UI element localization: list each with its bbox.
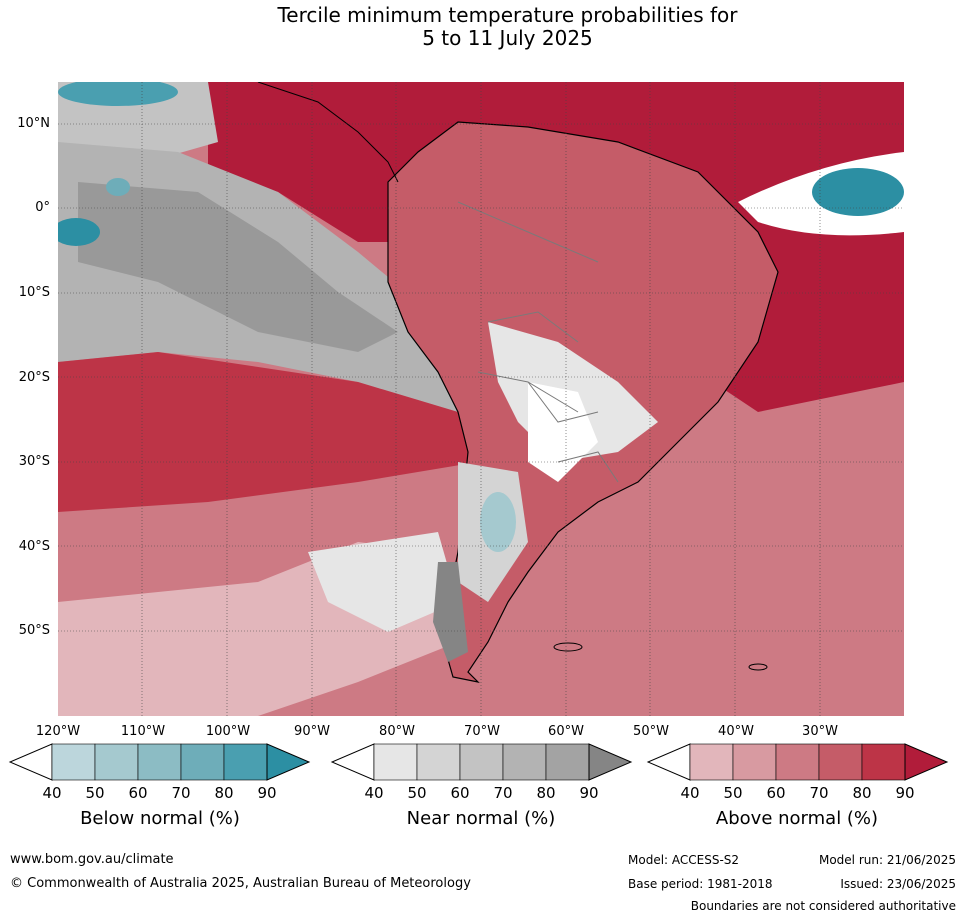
below-normal-patch-andes xyxy=(480,492,516,552)
colorbar-below-normal xyxy=(8,743,311,781)
lon-label-110w: 110°W xyxy=(120,724,166,739)
country-borders xyxy=(457,201,619,483)
tick: 60 xyxy=(766,784,786,802)
tick: 50 xyxy=(723,784,743,802)
colorbar-near-normal xyxy=(330,743,633,781)
website-link[interactable]: www.bom.gov.au/climate xyxy=(10,852,174,867)
lat-label-50s: 50°S xyxy=(18,623,50,638)
lon-label-80w: 80°W xyxy=(379,724,415,739)
below-normal-patch-atlantic xyxy=(812,168,904,216)
colorbars xyxy=(8,743,949,781)
tick: 50 xyxy=(85,784,105,802)
white-region-interior xyxy=(528,382,598,482)
lon-label-60w: 60°W xyxy=(548,724,584,739)
model-run: Model run: 21/06/2025 xyxy=(818,853,956,867)
tick: 60 xyxy=(450,784,470,802)
above-normal-region-south-pacific xyxy=(58,352,478,512)
copyright: © Commonwealth of Australia 2025, Austra… xyxy=(10,876,471,891)
probability-map xyxy=(58,82,904,716)
title-line-2: 5 to 11 July 2025 xyxy=(422,26,593,50)
lat-label-0: 0° xyxy=(35,200,50,215)
lat-label-40s: 40°S xyxy=(18,539,50,554)
colorbar-above-normal xyxy=(646,743,949,781)
tick: 90 xyxy=(895,784,915,802)
lat-label-20s: 20°S xyxy=(18,370,50,385)
tick: 90 xyxy=(579,784,599,802)
tick: 70 xyxy=(493,784,513,802)
disclaimer: Boundaries are not considered authoritat… xyxy=(690,899,956,913)
map-canvas xyxy=(58,82,904,716)
tick: 60 xyxy=(128,784,148,802)
tick: 70 xyxy=(171,784,191,802)
model-info: Model: ACCESS-S2 xyxy=(628,853,740,867)
south-georgia xyxy=(748,663,768,671)
tick: 50 xyxy=(407,784,427,802)
near-normal-core-pacific xyxy=(78,182,398,352)
map-title: Tercile minimum temperature probabilitie… xyxy=(0,4,965,50)
tick: 40 xyxy=(680,784,700,802)
falkland-islands xyxy=(553,642,583,652)
below-normal-patch-small xyxy=(106,178,130,196)
tick: 70 xyxy=(809,784,829,802)
lon-label-50w: 50°W xyxy=(633,724,669,739)
lat-label-10n: 10°N xyxy=(17,116,50,131)
title-line-1: Tercile minimum temperature probabilitie… xyxy=(277,3,738,27)
colorbar-title-near: Near normal (%) xyxy=(406,808,556,829)
tick: 80 xyxy=(852,784,872,802)
lon-label-70w: 70°W xyxy=(464,724,500,739)
base-period: Base period: 1981-2018 xyxy=(628,877,773,891)
below-normal-patch-nw xyxy=(58,82,178,106)
below-normal-patch-west xyxy=(58,218,100,246)
lon-label-30w: 30°W xyxy=(802,724,838,739)
lon-label-120w: 120°W xyxy=(35,724,81,739)
lat-label-30s: 30°S xyxy=(18,454,50,469)
issued-date: Issued: 23/06/2025 xyxy=(840,877,956,891)
tick: 40 xyxy=(42,784,62,802)
tick: 90 xyxy=(257,784,277,802)
lon-label-90w: 90°W xyxy=(294,724,330,739)
tick: 40 xyxy=(364,784,384,802)
central-america-coast xyxy=(257,82,399,183)
near-normal-region-south xyxy=(308,532,458,632)
colorbar-title-above: Above normal (%) xyxy=(715,808,879,829)
graticule xyxy=(58,82,904,716)
colorbar-title-below: Below normal (%) xyxy=(80,808,240,829)
lon-label-100w: 100°W xyxy=(205,724,251,739)
lon-label-40w: 40°W xyxy=(718,724,754,739)
near-normal-patch-chile xyxy=(433,562,468,662)
tick: 80 xyxy=(536,784,556,802)
tick: 80 xyxy=(214,784,234,802)
lat-label-10s: 10°S xyxy=(18,285,50,300)
